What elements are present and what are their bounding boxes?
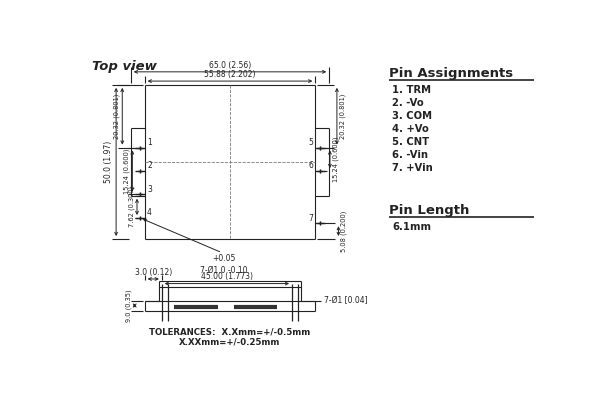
Text: 6: 6: [308, 161, 313, 170]
Text: X.XXmm=+/-0.25mm: X.XXmm=+/-0.25mm: [179, 337, 281, 347]
Text: 7: 7: [308, 214, 313, 222]
Text: 15.24 (0.600): 15.24 (0.600): [124, 148, 130, 194]
Text: 7.62 (0.300): 7.62 (0.300): [128, 186, 134, 228]
Text: Pin Length: Pin Length: [389, 204, 469, 217]
Text: 3.0 (0.12): 3.0 (0.12): [134, 268, 172, 277]
Text: Pin Assignments: Pin Assignments: [389, 67, 513, 80]
Text: 15.24 (0.600): 15.24 (0.600): [332, 137, 339, 182]
Text: 65.0 (2.56): 65.0 (2.56): [209, 60, 251, 70]
Text: 3: 3: [147, 185, 152, 194]
Text: 20.32 (0.801): 20.32 (0.801): [339, 93, 346, 139]
Text: 3. COM: 3. COM: [392, 111, 432, 121]
Text: 4: 4: [147, 208, 152, 217]
Text: 5.08 (0.200): 5.08 (0.200): [341, 210, 347, 252]
Text: 2. -Vo: 2. -Vo: [392, 98, 424, 108]
Text: 20.32 (0.801): 20.32 (0.801): [113, 93, 120, 139]
Text: 50.0 (1.97): 50.0 (1.97): [104, 141, 113, 183]
Text: 5: 5: [308, 138, 313, 147]
Text: 7. +Vin: 7. +Vin: [392, 163, 433, 173]
Text: 9.0 (0.35): 9.0 (0.35): [126, 289, 133, 322]
Text: 6. -Vin: 6. -Vin: [392, 150, 428, 160]
Text: 4. +Vo: 4. +Vo: [392, 124, 429, 134]
Text: 1: 1: [147, 138, 152, 147]
Text: 2: 2: [147, 161, 152, 170]
Text: 7-Ø1 [0.04]: 7-Ø1 [0.04]: [324, 296, 367, 305]
Text: 1. TRM: 1. TRM: [392, 85, 431, 95]
Text: 6.1mm: 6.1mm: [392, 222, 431, 232]
Text: Top view: Top view: [92, 59, 157, 72]
Text: 55.88 (2.202): 55.88 (2.202): [204, 70, 256, 79]
Text: 5. CNT: 5. CNT: [392, 137, 429, 147]
Text: TOLERANCES:  X.Xmm=+/-0.5mm: TOLERANCES: X.Xmm=+/-0.5mm: [149, 328, 311, 336]
Text: +0.05
7-Ø1.0 -0.10: +0.05 7-Ø1.0 -0.10: [200, 254, 248, 274]
Text: 45.00 (1.773): 45.00 (1.773): [201, 272, 253, 281]
